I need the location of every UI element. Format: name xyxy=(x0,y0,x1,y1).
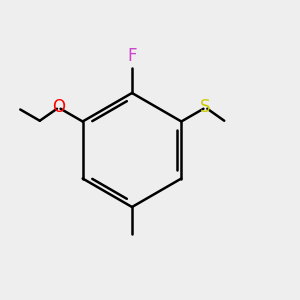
Text: F: F xyxy=(127,46,137,64)
Text: O: O xyxy=(52,98,66,116)
Text: S: S xyxy=(200,98,210,116)
